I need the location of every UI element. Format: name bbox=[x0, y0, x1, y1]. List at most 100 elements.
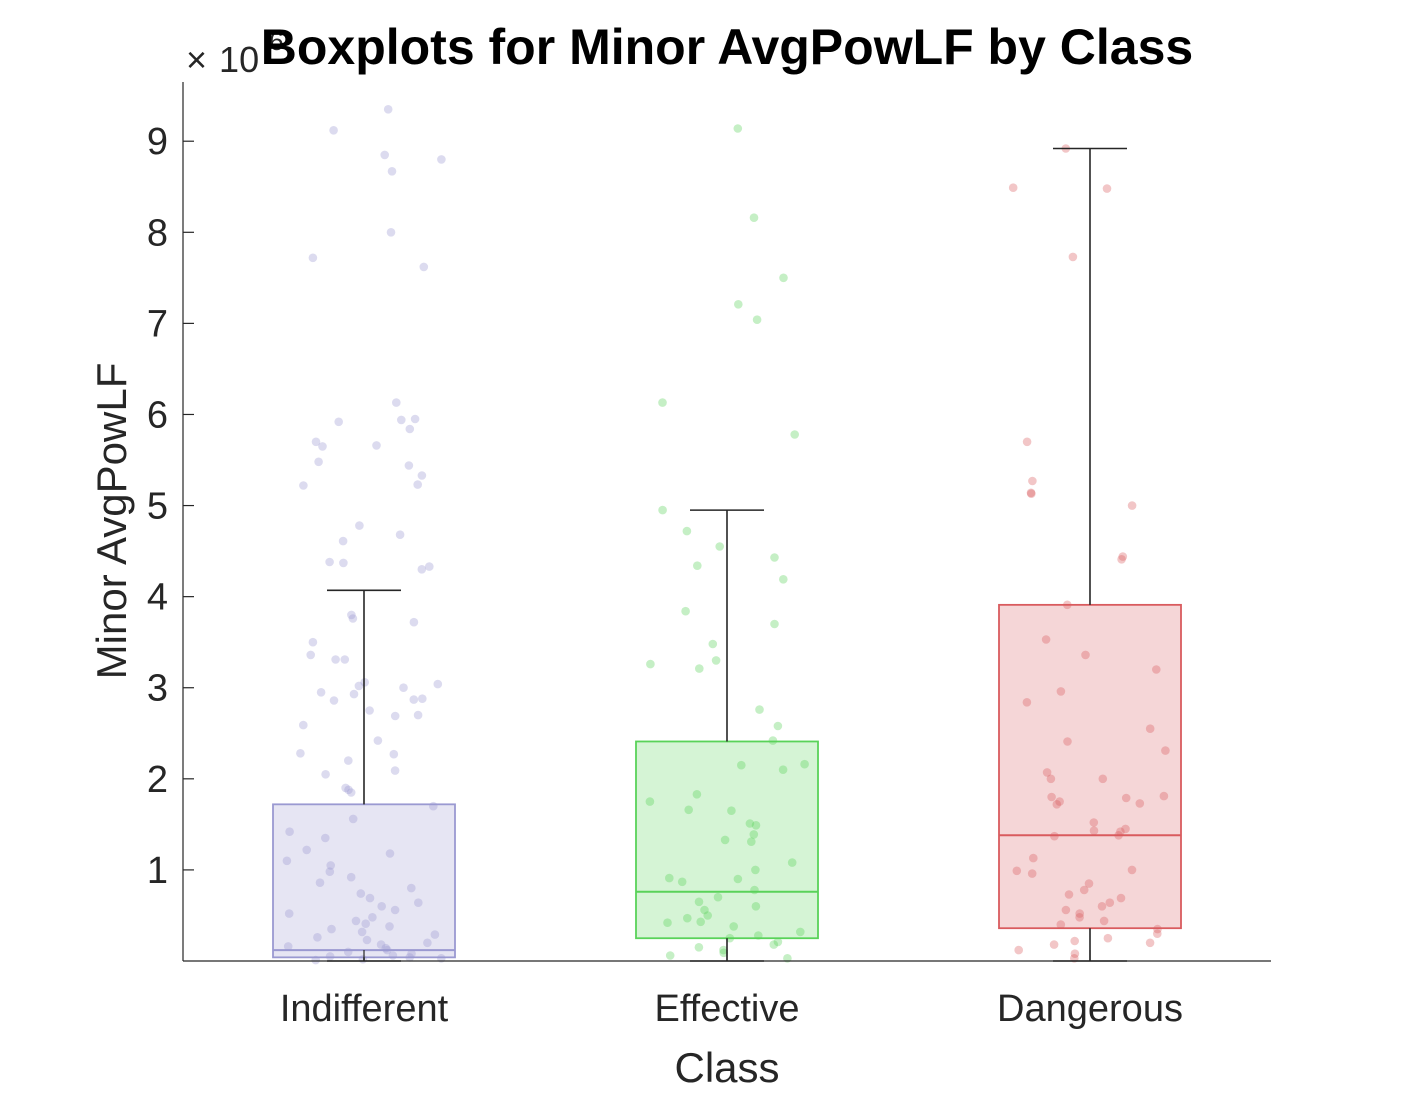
data-point-indifferent bbox=[348, 614, 358, 623]
data-point-effective bbox=[695, 664, 704, 673]
data-point-indifferent bbox=[390, 905, 400, 915]
data-point-dangerous bbox=[1027, 489, 1036, 499]
data-point-effective bbox=[779, 273, 788, 283]
data-point-indifferent bbox=[284, 909, 294, 918]
data-point-indifferent bbox=[349, 689, 359, 699]
data-point-effective bbox=[681, 606, 690, 616]
data-point-effective bbox=[770, 619, 779, 629]
data-point-indifferent bbox=[409, 695, 419, 704]
data-point-indifferent bbox=[325, 557, 334, 567]
data-point-indifferent bbox=[397, 415, 406, 425]
data-point-dangerous bbox=[1068, 252, 1078, 262]
data-point-effective bbox=[790, 430, 799, 439]
data-point-indifferent bbox=[404, 461, 414, 470]
data-point-indifferent bbox=[313, 933, 322, 942]
data-point-dangerous bbox=[1026, 488, 1036, 498]
data-point-effective bbox=[749, 213, 759, 222]
data-point-indifferent bbox=[437, 155, 446, 164]
data-point-indifferent bbox=[419, 262, 429, 272]
chart-title: Boxplots for Minor AvgPowLF by Class bbox=[261, 19, 1193, 75]
data-point-indifferent bbox=[299, 481, 308, 490]
data-point-dangerous bbox=[1121, 824, 1130, 834]
data-point-effective bbox=[694, 897, 704, 907]
data-point-indifferent bbox=[318, 442, 327, 451]
data-point-indifferent bbox=[385, 849, 395, 858]
data-point-indifferent bbox=[331, 655, 340, 664]
data-point-dangerous bbox=[1098, 774, 1108, 784]
data-point-dangerous bbox=[1056, 687, 1066, 696]
data-point-dangerous bbox=[1145, 724, 1155, 733]
data-point-effective bbox=[778, 765, 788, 774]
x-axis-label: Class bbox=[674, 1044, 779, 1091]
jitter-points-layer bbox=[282, 105, 1170, 965]
x-tick-labels-layer: Indifferent Effective Dangerous bbox=[280, 950, 1183, 1030]
data-point-dangerous bbox=[1075, 913, 1084, 922]
data-point-effective bbox=[773, 937, 783, 947]
data-point-effective bbox=[694, 943, 704, 952]
data-point-indifferent bbox=[430, 930, 440, 939]
data-point-indifferent bbox=[283, 942, 293, 951]
data-point-dangerous bbox=[1056, 920, 1066, 929]
data-point-indifferent bbox=[390, 766, 400, 775]
data-point-dangerous bbox=[1153, 929, 1162, 938]
data-point-indifferent bbox=[357, 927, 367, 937]
data-point-indifferent bbox=[348, 814, 358, 824]
data-point-indifferent bbox=[409, 617, 419, 627]
data-point-indifferent bbox=[413, 480, 423, 489]
data-point-indifferent bbox=[327, 924, 336, 934]
data-point-indifferent bbox=[347, 610, 356, 620]
data-point-dangerous bbox=[1022, 698, 1032, 707]
data-point-dangerous bbox=[1055, 797, 1064, 806]
data-point-indifferent bbox=[315, 878, 325, 887]
data-point-dangerous bbox=[1049, 940, 1059, 949]
y-tick-label: 6 bbox=[147, 394, 168, 436]
y-tick-label: 1 bbox=[147, 850, 168, 892]
data-point-indifferent bbox=[372, 441, 381, 450]
box-effective bbox=[635, 740, 819, 940]
data-point-dangerous bbox=[1075, 909, 1084, 918]
y-tick-label: 9 bbox=[147, 121, 168, 163]
data-point-indifferent bbox=[339, 558, 348, 568]
data-point-dangerous bbox=[1089, 826, 1099, 835]
y-tick-label: 7 bbox=[147, 303, 168, 345]
data-point-effective bbox=[719, 945, 728, 955]
data-point-indifferent bbox=[311, 437, 321, 447]
data-point-indifferent bbox=[365, 893, 375, 903]
data-point-effective bbox=[658, 398, 667, 407]
data-point-indifferent bbox=[418, 694, 427, 703]
data-point-effective bbox=[665, 873, 674, 883]
data-point-effective bbox=[751, 865, 760, 875]
data-point-dangerous bbox=[1161, 746, 1170, 755]
data-point-indifferent bbox=[377, 902, 387, 911]
data-point-indifferent bbox=[326, 861, 336, 870]
data-point-dangerous bbox=[1116, 827, 1125, 836]
data-point-dangerous bbox=[1008, 183, 1018, 192]
data-point-indifferent bbox=[417, 471, 427, 480]
data-point-indifferent bbox=[334, 417, 344, 427]
data-point-dangerous bbox=[1081, 650, 1090, 660]
data-point-indifferent bbox=[425, 562, 434, 571]
data-point-dangerous bbox=[1097, 902, 1107, 911]
data-point-effective bbox=[752, 315, 762, 325]
data-point-indifferent bbox=[390, 711, 400, 721]
data-point-dangerous bbox=[1152, 665, 1161, 674]
data-point-effective bbox=[696, 917, 705, 927]
data-point-indifferent bbox=[399, 683, 408, 692]
data-point-effective bbox=[749, 830, 759, 839]
data-point-effective bbox=[677, 877, 687, 887]
data-point-effective bbox=[646, 659, 655, 669]
data-point-dangerous bbox=[1070, 949, 1080, 958]
data-point-indifferent bbox=[296, 749, 305, 758]
data-point-effective bbox=[770, 553, 779, 562]
data-point-indifferent bbox=[329, 696, 339, 705]
data-point-effective bbox=[729, 922, 738, 931]
data-point-indifferent bbox=[365, 706, 374, 715]
data-point-dangerous bbox=[1159, 791, 1169, 801]
data-point-indifferent bbox=[405, 424, 415, 434]
data-point-effective bbox=[747, 837, 756, 846]
data-point-dangerous bbox=[1118, 552, 1128, 561]
data-point-indifferent bbox=[344, 785, 353, 795]
data-point-effective bbox=[713, 892, 723, 902]
data-point-indifferent bbox=[299, 720, 308, 730]
